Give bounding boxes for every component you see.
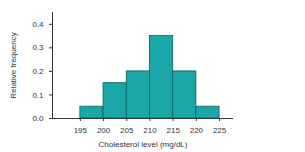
svg-text:Cholesterol level (mg/dL): Cholesterol level (mg/dL) — [99, 140, 188, 149]
svg-text:0.0: 0.0 — [32, 114, 44, 123]
svg-text:0.4: 0.4 — [32, 20, 44, 29]
svg-text:0.2: 0.2 — [32, 67, 44, 76]
svg-text:200: 200 — [97, 126, 111, 135]
svg-text:210: 210 — [143, 126, 157, 135]
svg-text:220: 220 — [190, 126, 204, 135]
svg-text:225: 225 — [213, 126, 227, 135]
svg-text:Relative frequency: Relative frequency — [9, 32, 18, 98]
svg-text:0.1: 0.1 — [32, 91, 44, 100]
svg-text:195: 195 — [74, 126, 88, 135]
svg-text:215: 215 — [166, 126, 180, 135]
svg-text:0.3: 0.3 — [32, 43, 44, 52]
svg-text:205: 205 — [120, 126, 134, 135]
